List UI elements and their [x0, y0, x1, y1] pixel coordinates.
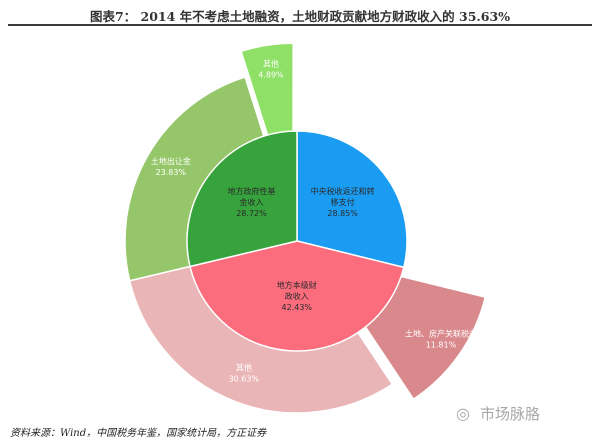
wechat-icon: ◎ — [456, 404, 470, 423]
chart-title: 图表7： 2014 年不考虑土地融资，土地财政贡献地方财政收入的 35.63% — [89, 9, 511, 24]
outer-slice-label: 其他 30.63% — [229, 362, 260, 383]
inner-slice — [186, 130, 298, 268]
inner-slice-label: 地方本级财政收入 42.43% — [277, 280, 317, 312]
source-note: 资料来源：Wind，中国税务年鉴，国家统计局，方正证券 — [10, 428, 267, 439]
title-rule — [8, 24, 592, 26]
outer-slice-label: 其他 4.89% — [258, 58, 284, 79]
inner-slice — [296, 130, 408, 269]
inner-slice-label: 地方政府性基金收入 28.72% — [227, 186, 275, 218]
outer-slice-label: 土地、房产关联税收 11.81% — [405, 329, 477, 350]
watermark-text: 市场脉胳 — [480, 405, 541, 423]
inner-slice-label: 中央税收返还和转移支付 28.85% — [311, 186, 375, 218]
outer-slice-label: 土地出让金 23.83% — [151, 156, 191, 177]
inner-slice — [189, 240, 405, 352]
